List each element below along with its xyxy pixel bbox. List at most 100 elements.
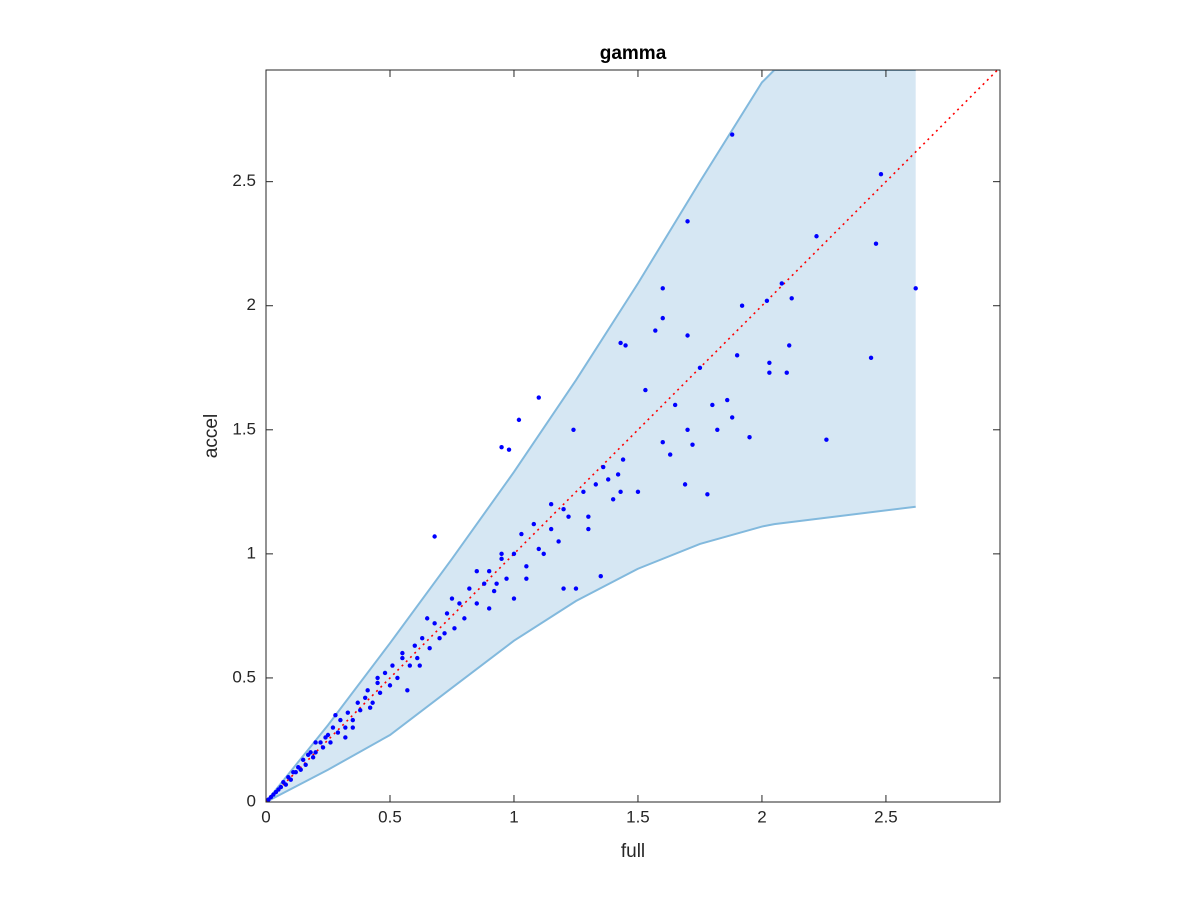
data-point: [729, 415, 735, 420]
data-point: [494, 581, 499, 586]
data-point: [548, 526, 554, 532]
data-point: [499, 551, 504, 557]
data-point: [266, 797, 271, 802]
data-point: [524, 564, 529, 569]
data-point: [387, 683, 393, 688]
data-point: [400, 655, 405, 661]
data-point: [358, 707, 363, 713]
data-point: [412, 643, 417, 648]
data-point: [767, 370, 772, 375]
data-point: [618, 489, 623, 495]
data-point: [286, 774, 291, 780]
data-point: [474, 569, 479, 574]
x-tick-label: 1: [509, 807, 518, 826]
data-point: [561, 586, 566, 591]
data-point: [343, 735, 348, 740]
data-point: [581, 489, 586, 495]
data-point: [343, 725, 348, 730]
y-tick-label: 0.5: [232, 667, 256, 686]
data-point: [511, 551, 517, 557]
data-point: [300, 757, 306, 763]
data-point: [734, 353, 740, 358]
data-point: [531, 521, 537, 527]
data-point: [601, 464, 606, 470]
y-axis-label: accel: [201, 414, 222, 458]
data-point: [330, 725, 336, 730]
data-point: [382, 670, 388, 676]
data-point: [573, 586, 579, 591]
y-tick-label: 1.5: [232, 419, 256, 438]
x-axis-label: full: [621, 841, 645, 862]
data-point: [355, 700, 360, 705]
data-point: [395, 675, 400, 681]
plot-area: [266, 70, 999, 802]
data-point: [660, 440, 665, 445]
data-point: [424, 616, 430, 621]
data-point: [310, 755, 316, 760]
data-point: [598, 573, 603, 579]
data-point: [303, 762, 308, 767]
y-tick-label: 2: [247, 295, 256, 314]
data-point: [350, 717, 355, 723]
data-point: [427, 645, 432, 651]
data-point: [320, 745, 326, 750]
x-tick-label: 2.5: [874, 807, 898, 826]
data-point: [375, 675, 380, 681]
data-point: [690, 442, 695, 447]
data-point: [407, 663, 413, 668]
data-point: [593, 482, 599, 487]
data-point: [323, 735, 328, 740]
data-point: [561, 507, 566, 512]
data-point: [789, 296, 794, 301]
data-point: [318, 740, 323, 745]
data-point: [868, 355, 874, 361]
data-point: [764, 298, 770, 303]
data-point: [705, 492, 710, 497]
data-point: [506, 447, 512, 452]
data-point: [417, 663, 422, 668]
data-point: [313, 740, 318, 745]
data-point: [474, 601, 479, 606]
data-point: [536, 395, 541, 400]
data-point: [377, 690, 383, 696]
data-point: [482, 581, 487, 586]
data-point: [420, 636, 425, 641]
data-point: [499, 556, 504, 562]
data-point: [710, 402, 715, 408]
reference-line: [266, 70, 999, 802]
y-tick-label: 0: [247, 791, 256, 810]
data-point: [660, 315, 665, 321]
data-point: [729, 132, 735, 137]
chart-title: gamma: [600, 43, 667, 64]
data-point: [618, 340, 623, 346]
data-point: [685, 333, 690, 338]
data-point: [536, 546, 541, 552]
data-point: [667, 452, 673, 457]
data-point: [643, 387, 648, 393]
data-point: [390, 663, 395, 668]
data-point: [541, 551, 546, 557]
data-point: [873, 241, 879, 246]
data-point: [415, 655, 420, 661]
data-point: [449, 596, 455, 601]
data-point: [400, 650, 405, 656]
data-point: [824, 437, 829, 442]
data-point: [462, 616, 467, 621]
data-point: [499, 444, 504, 450]
data-point: [437, 636, 442, 641]
data-point: [715, 427, 720, 432]
data-point: [291, 770, 296, 775]
data-point: [697, 365, 703, 370]
x-tick-label: 0.5: [378, 807, 402, 826]
data-point: [281, 779, 286, 785]
data-point: [491, 588, 497, 594]
data-point: [623, 343, 628, 348]
data-point: [672, 402, 678, 408]
x-tick-label: 1.5: [626, 807, 650, 826]
data-point: [511, 596, 517, 601]
data-point: [779, 281, 784, 286]
data-point: [452, 626, 457, 631]
data-point: [362, 695, 368, 700]
